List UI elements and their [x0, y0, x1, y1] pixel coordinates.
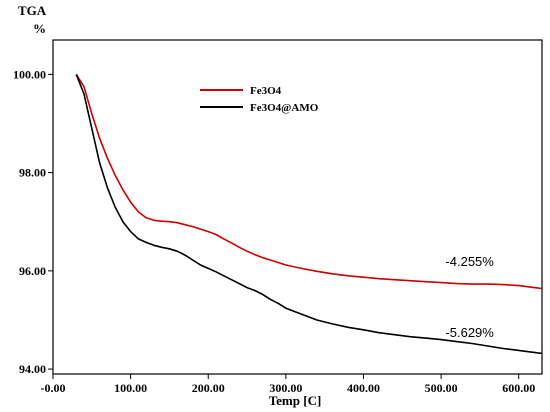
y-tick-label: 96.00	[19, 264, 46, 278]
x-tick-label: 100.00	[114, 381, 147, 395]
x-axis-ticks: -0.00 100.00 200.00 300.00 400.00 500.00 600.0…	[41, 374, 535, 395]
y-axis-title-line1: TGA	[18, 3, 47, 18]
annotation-label: -4.255%	[445, 254, 494, 269]
legend-label-fe3o4-amo: Fe3O4@AMO	[250, 102, 319, 114]
y-tick-label: 94.00	[19, 362, 46, 376]
x-tick-label: 300.00	[269, 381, 302, 395]
legend-label-fe3o4: Fe3O4	[250, 85, 282, 97]
annotation-label: -5.629%	[445, 325, 494, 340]
y-tick-label: 100.00	[13, 67, 46, 81]
x-tick-label: 500.00	[425, 381, 458, 395]
legend: Fe3O4 Fe3O4@AMO	[200, 85, 319, 114]
x-tick-label: 600.00	[502, 381, 535, 395]
x-tick-label: -0.00	[41, 381, 66, 395]
plot-frame	[52, 39, 543, 375]
series-line-fe3o4-amo	[75, 74, 543, 355]
series-line-fe3o4	[75, 73, 543, 290]
x-tick-label: 400.00	[347, 381, 380, 395]
annotations: -4.255% -5.629%	[445, 254, 494, 340]
x-tick-label: 200.00	[192, 381, 225, 395]
y-tick-label: 98.00	[19, 166, 46, 180]
x-axis-title: Temp [C]	[269, 393, 322, 408]
y-axis-title-line2: %	[33, 21, 46, 36]
plot-area	[52, 39, 543, 375]
y-axis-ticks: 94.00 96.00 98.00 100.00	[13, 67, 53, 376]
